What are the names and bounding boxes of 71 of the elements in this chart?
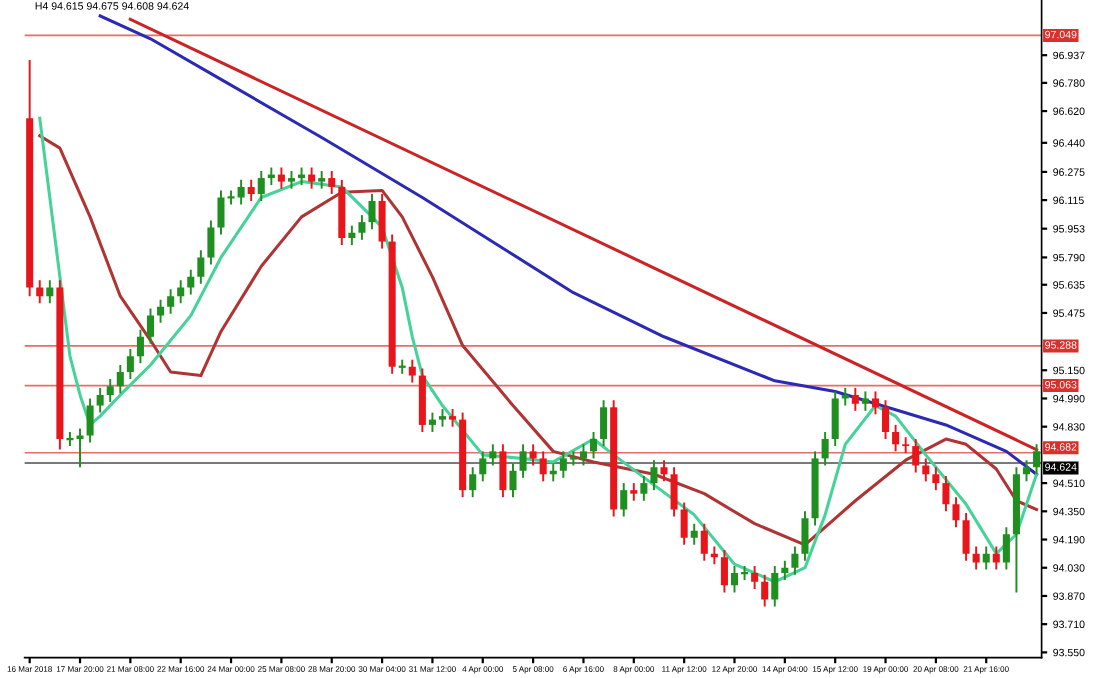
- candlestick: [781, 559, 789, 582]
- candlestick: [771, 565, 779, 608]
- candlestick: [187, 268, 195, 296]
- candlestick: [801, 510, 809, 562]
- candlestick: [479, 450, 487, 483]
- candlestick: [680, 501, 688, 546]
- candlestick: [368, 192, 376, 231]
- candlestick: [670, 466, 678, 518]
- candlestick: [882, 399, 890, 440]
- candlestick: [167, 288, 175, 315]
- candlestick: [590, 431, 598, 460]
- candlestick: [519, 443, 527, 479]
- candlestick: [86, 397, 94, 444]
- candlestick: [106, 378, 114, 403]
- candlestick: [690, 522, 698, 546]
- candlestick: [1033, 443, 1041, 476]
- candlestick: [257, 170, 265, 202]
- candlestick: [700, 522, 708, 562]
- candlestick: [892, 423, 900, 453]
- candlestick: [861, 390, 869, 412]
- candlestick: [720, 549, 728, 594]
- candlestick: [650, 459, 658, 492]
- candlestick: [912, 438, 920, 474]
- candlestick: [499, 443, 507, 499]
- candlestick: [751, 565, 759, 590]
- candlestick: [146, 307, 155, 345]
- candlestick: [539, 450, 547, 483]
- candlestick: [197, 249, 205, 285]
- candlestick: [36, 279, 44, 305]
- candlestick: [348, 224, 356, 247]
- candlestick: [116, 364, 124, 395]
- candlestick: [408, 358, 416, 384]
- candlestick: [1022, 459, 1031, 483]
- candlestick: [922, 457, 930, 483]
- candlestick: [952, 496, 960, 529]
- candlestick: [640, 475, 648, 502]
- candlestick: [982, 545, 990, 571]
- candlestick: [126, 348, 134, 381]
- candlestick: [177, 279, 185, 305]
- candlestick: [942, 475, 950, 513]
- candlestick: [972, 545, 980, 571]
- candlestick: [469, 466, 477, 499]
- candlestick: [308, 166, 316, 190]
- candlestick: [791, 545, 799, 576]
- candlestick: [489, 443, 497, 467]
- candlestick: [831, 390, 839, 448]
- candlestick: [660, 459, 668, 483]
- candlestick: [962, 512, 970, 562]
- candlestick: [1002, 526, 1010, 571]
- candlestick: [529, 443, 537, 467]
- candlestick: [902, 436, 910, 455]
- candlestick: [247, 178, 255, 202]
- candlestick: [46, 279, 54, 305]
- candlestick: [761, 573, 769, 608]
- candlestick: [620, 482, 628, 518]
- candlestick: [157, 298, 165, 324]
- candlestick: [600, 399, 608, 448]
- candlestick: [378, 192, 386, 250]
- candlestick: [96, 386, 104, 414]
- candlestick: [871, 390, 879, 416]
- candlestick: [277, 166, 285, 190]
- candlestick: [851, 386, 859, 412]
- candlestick: [509, 462, 517, 499]
- candlestick: [328, 170, 336, 195]
- candlestick: [207, 219, 215, 266]
- candlestick: [428, 411, 436, 433]
- candlestick: [358, 214, 366, 241]
- candlestick: [932, 466, 940, 492]
- candlestick: [821, 431, 829, 467]
- candlestick: [136, 328, 144, 365]
- candlestick: [992, 545, 1000, 571]
